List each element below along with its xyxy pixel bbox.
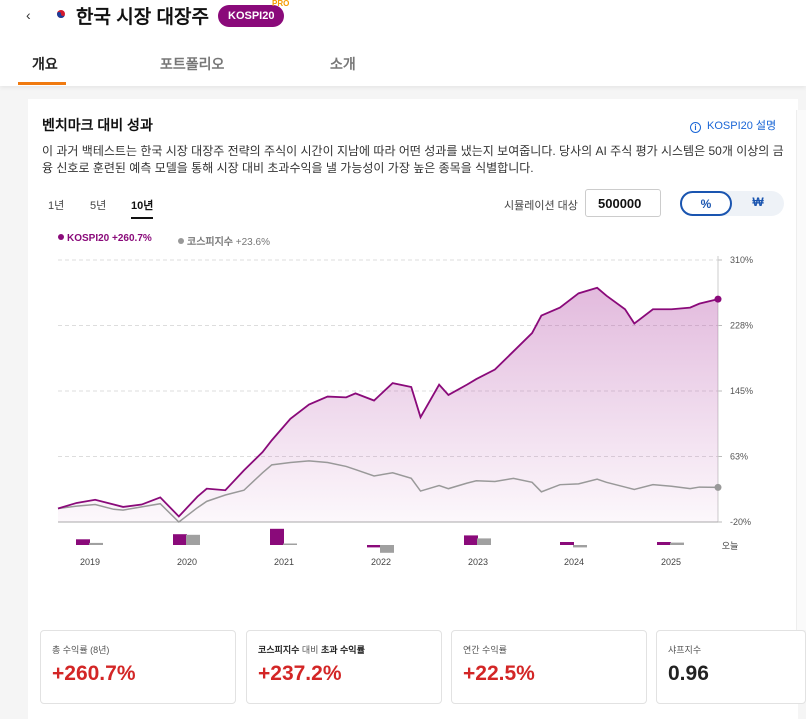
x-tick-label: 2022 xyxy=(371,557,391,567)
chevron-left-icon[interactable]: ‹ xyxy=(26,7,31,23)
x-tick-label: 2020 xyxy=(177,557,197,567)
stat-label-benchmark: 코스피지수 xyxy=(258,645,300,655)
benchmark-line xyxy=(57,460,719,523)
stat-label: 연간 수익률 xyxy=(463,645,507,655)
annual-bar-kospi20 xyxy=(76,539,90,545)
stat-value: 0.96 xyxy=(668,662,709,685)
section-description: 이 과거 백테스트는 한국 시장 대장주 전략의 주식이 시간이 지남에 따라 … xyxy=(42,144,784,175)
tab-about[interactable]: 소개 xyxy=(330,56,356,72)
unit-toggle: % ₩ xyxy=(680,191,784,216)
kospi20-badge: KOSPI20 xyxy=(218,5,285,27)
app-header: ‹ 한국 시장 대장주 KOSPI20 PRO 개요 포트폴리오 소개 xyxy=(0,0,806,86)
stat-sharpe-ratio: 샤프지수 0.96 xyxy=(656,630,806,704)
kospi20-area xyxy=(58,287,718,522)
annual-bar-kospi20 xyxy=(367,545,381,548)
y-tick-label: 145% xyxy=(730,386,753,396)
annual-bar-kospi20 xyxy=(464,535,478,545)
legend-kospi20-value: +260.7% xyxy=(112,233,152,244)
annual-bar-benchmark xyxy=(670,542,684,545)
info-icon: i xyxy=(690,122,701,133)
annual-bar-kospi20 xyxy=(657,542,671,545)
y-tick-label: 63% xyxy=(730,452,748,462)
stat-value: +237.2% xyxy=(258,662,342,685)
y-tick-label: -20% xyxy=(730,517,751,527)
annual-bar-benchmark xyxy=(89,542,103,545)
unit-percent-option[interactable]: % xyxy=(680,191,732,216)
period-5y-button[interactable]: 5년 xyxy=(90,200,107,212)
legend-kospi20-dot xyxy=(58,234,64,240)
annual-bar-kospi20 xyxy=(560,542,574,545)
y-tick-label: 310% xyxy=(730,255,753,265)
annual-bar-kospi20 xyxy=(270,528,284,545)
korea-flag-icon xyxy=(57,10,65,18)
x-tick-label: 2019 xyxy=(80,557,100,567)
legend-benchmark-name: 코스피지수 xyxy=(187,237,233,248)
annual-bar-benchmark xyxy=(186,534,200,545)
x-tick-label: 2021 xyxy=(274,557,294,567)
x-tick-label: 오늘 xyxy=(722,541,739,551)
legend-benchmark-value: +23.6% xyxy=(235,237,270,248)
stat-label: 샤프지수 xyxy=(668,645,702,655)
stat-excess-return: 코스피지수 대비 초과 수익률 +237.2% xyxy=(246,630,442,704)
info-link-label: KOSPI20 설명 xyxy=(707,120,777,132)
stat-value: +22.5% xyxy=(463,662,535,685)
stat-label-excess: 초과 수익률 xyxy=(320,645,365,655)
kospi20-line xyxy=(57,286,719,518)
unit-won-option[interactable]: ₩ xyxy=(752,195,764,209)
legend-kospi20-name: KOSPI20 xyxy=(67,233,110,244)
annual-bar-kospi20 xyxy=(173,534,187,545)
simulation-label: 시뮬레이션 대상 xyxy=(504,200,578,212)
period-10y-button[interactable]: 10년 xyxy=(131,197,154,219)
stat-label-middle: 대비 xyxy=(299,645,321,655)
legend-benchmark: 코스피지수 +23.6% xyxy=(178,233,270,248)
x-tick-label: 2023 xyxy=(468,557,488,567)
legend-benchmark-dot xyxy=(178,238,184,244)
benchmark-end-point xyxy=(714,483,722,491)
annual-bar-benchmark xyxy=(477,538,491,545)
stat-label: 총 수익률 (8년) xyxy=(52,645,110,655)
kospi20-info-link[interactable]: i KOSPI20 설명 xyxy=(690,117,776,133)
stat-label: 코스피지수 대비 초과 수익률 xyxy=(258,643,365,656)
stat-value: +260.7% xyxy=(52,662,136,685)
simulation-amount-input[interactable] xyxy=(585,189,661,217)
x-tick-label: 2024 xyxy=(564,557,584,567)
page-title: 한국 시장 대장주 xyxy=(76,7,209,28)
y-tick-label: 228% xyxy=(730,321,753,331)
stat-total-return: 총 수익률 (8년) +260.7% xyxy=(40,630,236,704)
annual-bar-benchmark xyxy=(283,543,297,545)
stat-annual-return: 연간 수익률 +22.5% xyxy=(451,630,647,704)
annual-bar-benchmark xyxy=(380,545,394,553)
legend-kospi20: KOSPI20 +260.7% xyxy=(58,233,152,244)
period-1y-button[interactable]: 1년 xyxy=(48,200,65,212)
annual-bar-benchmark xyxy=(573,545,587,548)
tab-portfolio[interactable]: 포트폴리오 xyxy=(160,56,225,72)
kospi20-end-point xyxy=(714,295,722,303)
active-tab-indicator xyxy=(18,82,66,85)
pro-tag: PRO xyxy=(272,0,290,8)
x-tick-label: 2025 xyxy=(661,557,681,567)
scrollbar[interactable] xyxy=(796,110,806,630)
tab-overview[interactable]: 개요 xyxy=(32,56,58,72)
section-title: 벤치마크 대비 성과 xyxy=(42,117,153,133)
